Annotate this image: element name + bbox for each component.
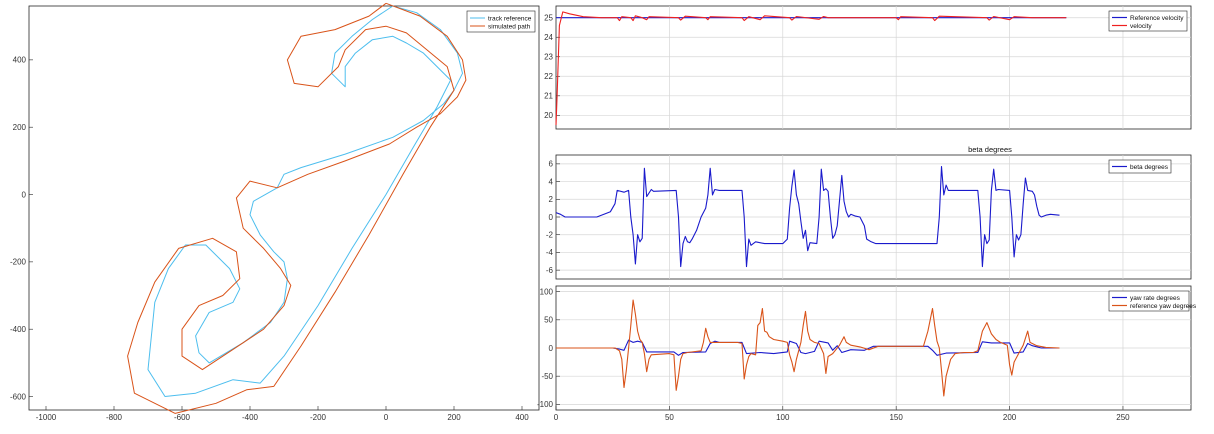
track-plot-xtick-label: -400 — [242, 413, 259, 422]
track-plot-xtick-label: -800 — [106, 413, 123, 422]
track-plot-frame — [28, 5, 540, 411]
track-plot-ytick-label: -200 — [10, 258, 27, 267]
track-plot: -600 -400 -200 0 200 400 -1000 -800 -600 -400 -200… — [10, 2, 540, 422]
beta-plot: beta degrees -6 -4 -2 0 2 4 6 beta degrees — [546, 145, 1192, 280]
yaw-plot-xtick-label: 250 — [1116, 413, 1130, 422]
beta-plot-ytick-label: -2 — [546, 231, 554, 240]
yaw-plot-ytick-label: -50 — [541, 372, 553, 381]
yaw-plot-legend: yaw rate degrees reference yaw degrees — [1108, 290, 1197, 312]
series-line-reference-yaw-degrees — [556, 299, 1060, 397]
yaw-plot-ytick-label: 100 — [540, 287, 554, 296]
track-plot-xtick-label: 200 — [447, 413, 461, 422]
beta-plot-ticks: -6 -4 -2 0 2 4 6 — [546, 160, 560, 275]
beta-plot-ytick-label: -4 — [546, 248, 554, 257]
velocity-plot-ytick-label: 24 — [544, 33, 553, 42]
yaw-plot-ytick-label: -100 — [537, 400, 554, 409]
yaw-plot-legend-box — [1108, 290, 1190, 312]
series-line-beta-degrees — [555, 165, 1060, 268]
track-plot-ticks: -600 -400 -200 0 200 400 -1000 -800 -600 -400 -200… — [10, 56, 529, 422]
beta-plot-title: beta degrees — [968, 145, 1012, 154]
series-line-velocity — [555, 11, 1067, 126]
velocity-plot-lines — [555, 11, 1067, 126]
track-plot-legend: track reference simulated path — [466, 10, 536, 33]
yaw-plot-xtick-label: 200 — [1003, 413, 1017, 422]
beta-plot-ytick-label: 6 — [549, 160, 554, 169]
legend-label-simulated-path: simulated path — [488, 24, 531, 31]
velocity-plot-ytick-label: 22 — [544, 72, 553, 81]
yaw-plot-ticks: -100 -50 0 50 100 0 50 100 150 200 250 — [537, 287, 1130, 422]
velocity-plot-legend-box — [1108, 10, 1188, 32]
yaw-plot-xtick-label: 50 — [665, 413, 674, 422]
track-plot-ytick-label: 0 — [22, 190, 27, 199]
beta-plot-legend: beta degrees — [1108, 159, 1172, 174]
series-line-simulated-path — [127, 2, 467, 414]
velocity-plot-ytick-label: 20 — [544, 111, 553, 120]
track-plot-xtick-label: -200 — [310, 413, 327, 422]
track-plot-xtick-label: -1000 — [36, 413, 57, 422]
velocity-plot-ytick-label: 23 — [544, 53, 553, 62]
velocity-plot-ytick-label: 21 — [544, 92, 553, 101]
beta-plot-ytick-label: 4 — [549, 177, 554, 186]
yaw-plot: -100 -50 0 50 100 0 50 100 150 200 250 yaw rate de… — [537, 285, 1197, 422]
track-plot-legend-box — [466, 10, 536, 33]
beta-plot-grid — [556, 155, 1191, 279]
legend-label-yaw-rate-degrees: yaw rate degrees — [1130, 295, 1181, 302]
yaw-plot-ytick-label: 50 — [544, 316, 553, 325]
track-plot-xtick-label: 400 — [515, 413, 529, 422]
yaw-plot-ytick-label: 0 — [549, 344, 554, 353]
yaw-plot-xtick-label: 100 — [776, 413, 790, 422]
track-plot-ytick-label: 400 — [13, 56, 27, 65]
series-line-track-reference — [147, 5, 463, 397]
beta-plot-ytick-label: 2 — [549, 195, 554, 204]
track-plot-xtick-label: 0 — [384, 413, 389, 422]
velocity-plot-ytick-label: 25 — [544, 14, 553, 23]
track-plot-ytick-label: -400 — [10, 325, 27, 334]
legend-label-reference-velocity: Reference velocity — [1130, 15, 1184, 22]
track-plot-lines — [127, 2, 467, 414]
legend-label-velocity: velocity — [1130, 23, 1152, 30]
yaw-plot-xtick-label: 0 — [554, 413, 559, 422]
velocity-plot-legend: Reference velocity velocity — [1108, 10, 1188, 32]
track-plot-ytick-label: 200 — [13, 123, 27, 132]
track-plot-ytick-label: -600 — [10, 392, 27, 401]
track-plot-xtick-label: -600 — [174, 413, 191, 422]
legend-label-beta-degrees: beta degrees — [1130, 164, 1169, 171]
velocity-plot-frame — [555, 5, 1192, 130]
beta-plot-legend-box — [1108, 159, 1172, 174]
yaw-plot-xtick-label: 150 — [889, 413, 903, 422]
beta-plot-ytick-label: 0 — [549, 213, 554, 222]
legend-label-track-reference: track reference — [488, 16, 532, 23]
velocity-plot: 20 21 22 23 24 25 Reference velocity velocity — [544, 5, 1192, 130]
legend-label-reference-yaw-degrees: reference yaw degrees — [1130, 303, 1197, 310]
yaw-plot-lines — [556, 299, 1060, 397]
beta-plot-lines — [555, 165, 1060, 268]
beta-plot-ytick-label: -6 — [546, 266, 554, 275]
